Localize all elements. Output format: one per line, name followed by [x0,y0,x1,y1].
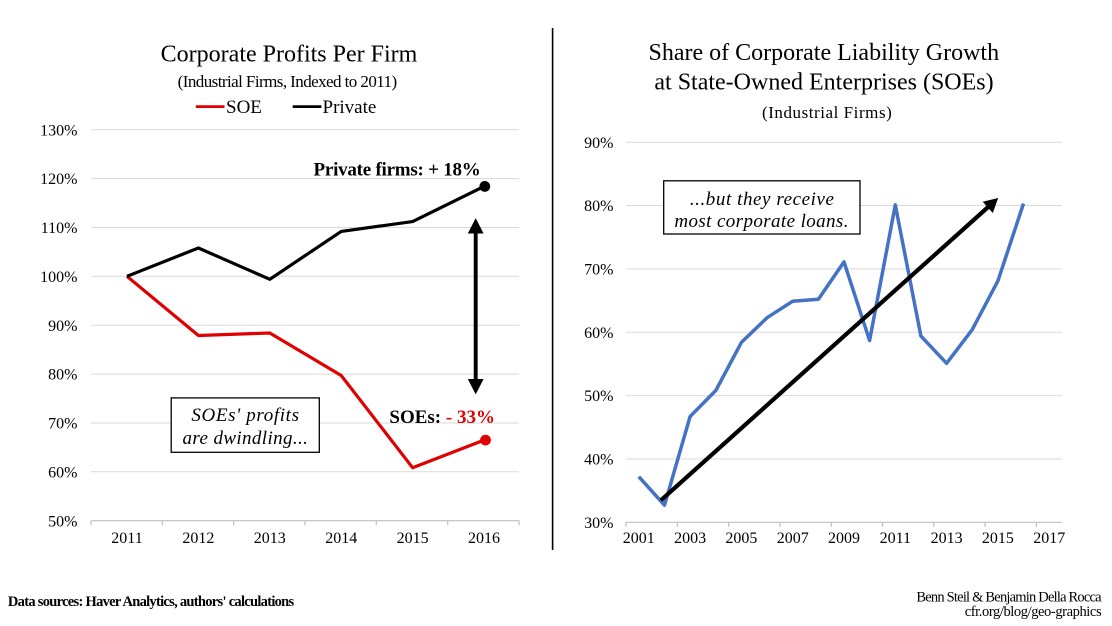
svg-text:2015: 2015 [397,530,429,547]
svg-text:2012: 2012 [182,530,214,547]
svg-text:90%: 90% [48,318,77,335]
svg-text:50%: 50% [584,388,613,405]
svg-text:are dwindling...: are dwindling... [183,428,308,449]
svg-text:40%: 40% [584,452,613,469]
svg-text:most corporate loans.: most corporate loans. [674,211,848,232]
svg-text:SOE: SOE [226,97,262,118]
svg-text:2003: 2003 [674,530,706,547]
svg-text:SOEs' profits: SOEs' profits [191,405,299,426]
svg-text:(Industrial Firms): (Industrial Firms) [762,103,892,122]
svg-text:2001: 2001 [623,530,655,547]
svg-text:2009: 2009 [828,530,860,547]
svg-text:Benn Steil & Benjamin Della Ro: Benn Steil & Benjamin Della Rocca [916,589,1102,605]
svg-text:80%: 80% [48,367,77,384]
svg-text:2005: 2005 [725,530,757,547]
svg-text:Private firms: + 18%: Private firms: + 18% [314,159,481,180]
svg-text:70%: 70% [48,416,77,433]
svg-text:2011: 2011 [111,530,142,547]
svg-text:cfr.org/blog/geo-graphics: cfr.org/blog/geo-graphics [965,604,1102,620]
svg-text:110%: 110% [41,220,78,237]
svg-text:60%: 60% [584,325,613,342]
svg-text:2017: 2017 [1033,530,1065,547]
svg-text:2013: 2013 [254,530,286,547]
svg-text:2014: 2014 [325,530,357,547]
svg-text:Share of Corporate Liability G: Share of Corporate Liability Growth [649,40,1000,66]
svg-text:(Industrial Firms, Indexed to: (Industrial Firms, Indexed to 2011) [178,72,398,91]
svg-text:Private: Private [323,97,377,118]
svg-text:2011: 2011 [880,530,911,547]
svg-text:Corporate Profits Per Firm: Corporate Profits Per Firm [161,42,418,68]
svg-text:120%: 120% [40,171,77,188]
svg-text:80%: 80% [584,198,613,215]
svg-text:2007: 2007 [777,530,809,547]
svg-text:SOEs: - 33%: SOEs: - 33% [389,407,495,428]
svg-text:2013: 2013 [931,530,963,547]
svg-text:30%: 30% [584,515,613,532]
svg-text:60%: 60% [48,464,77,481]
svg-text:130%: 130% [40,122,77,139]
svg-text:at State-Owned Enterprises (SO: at State-Owned Enterprises (SOEs) [654,70,993,96]
svg-text:...but they receive: ...but they receive [690,189,834,210]
svg-text:2016: 2016 [468,530,500,547]
svg-text:50%: 50% [48,513,77,530]
svg-text:70%: 70% [584,262,613,279]
svg-text:100%: 100% [40,269,77,286]
svg-text:90%: 90% [584,135,613,152]
svg-text:Data sources: Haver Analytics,: Data sources: Haver Analytics, authors' … [8,594,295,610]
svg-text:2015: 2015 [982,530,1014,547]
